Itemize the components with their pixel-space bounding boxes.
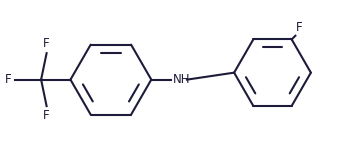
Text: NH: NH xyxy=(173,73,191,86)
Text: F: F xyxy=(5,73,12,86)
Text: F: F xyxy=(43,37,50,50)
Text: F: F xyxy=(296,21,303,34)
Text: F: F xyxy=(43,109,50,122)
